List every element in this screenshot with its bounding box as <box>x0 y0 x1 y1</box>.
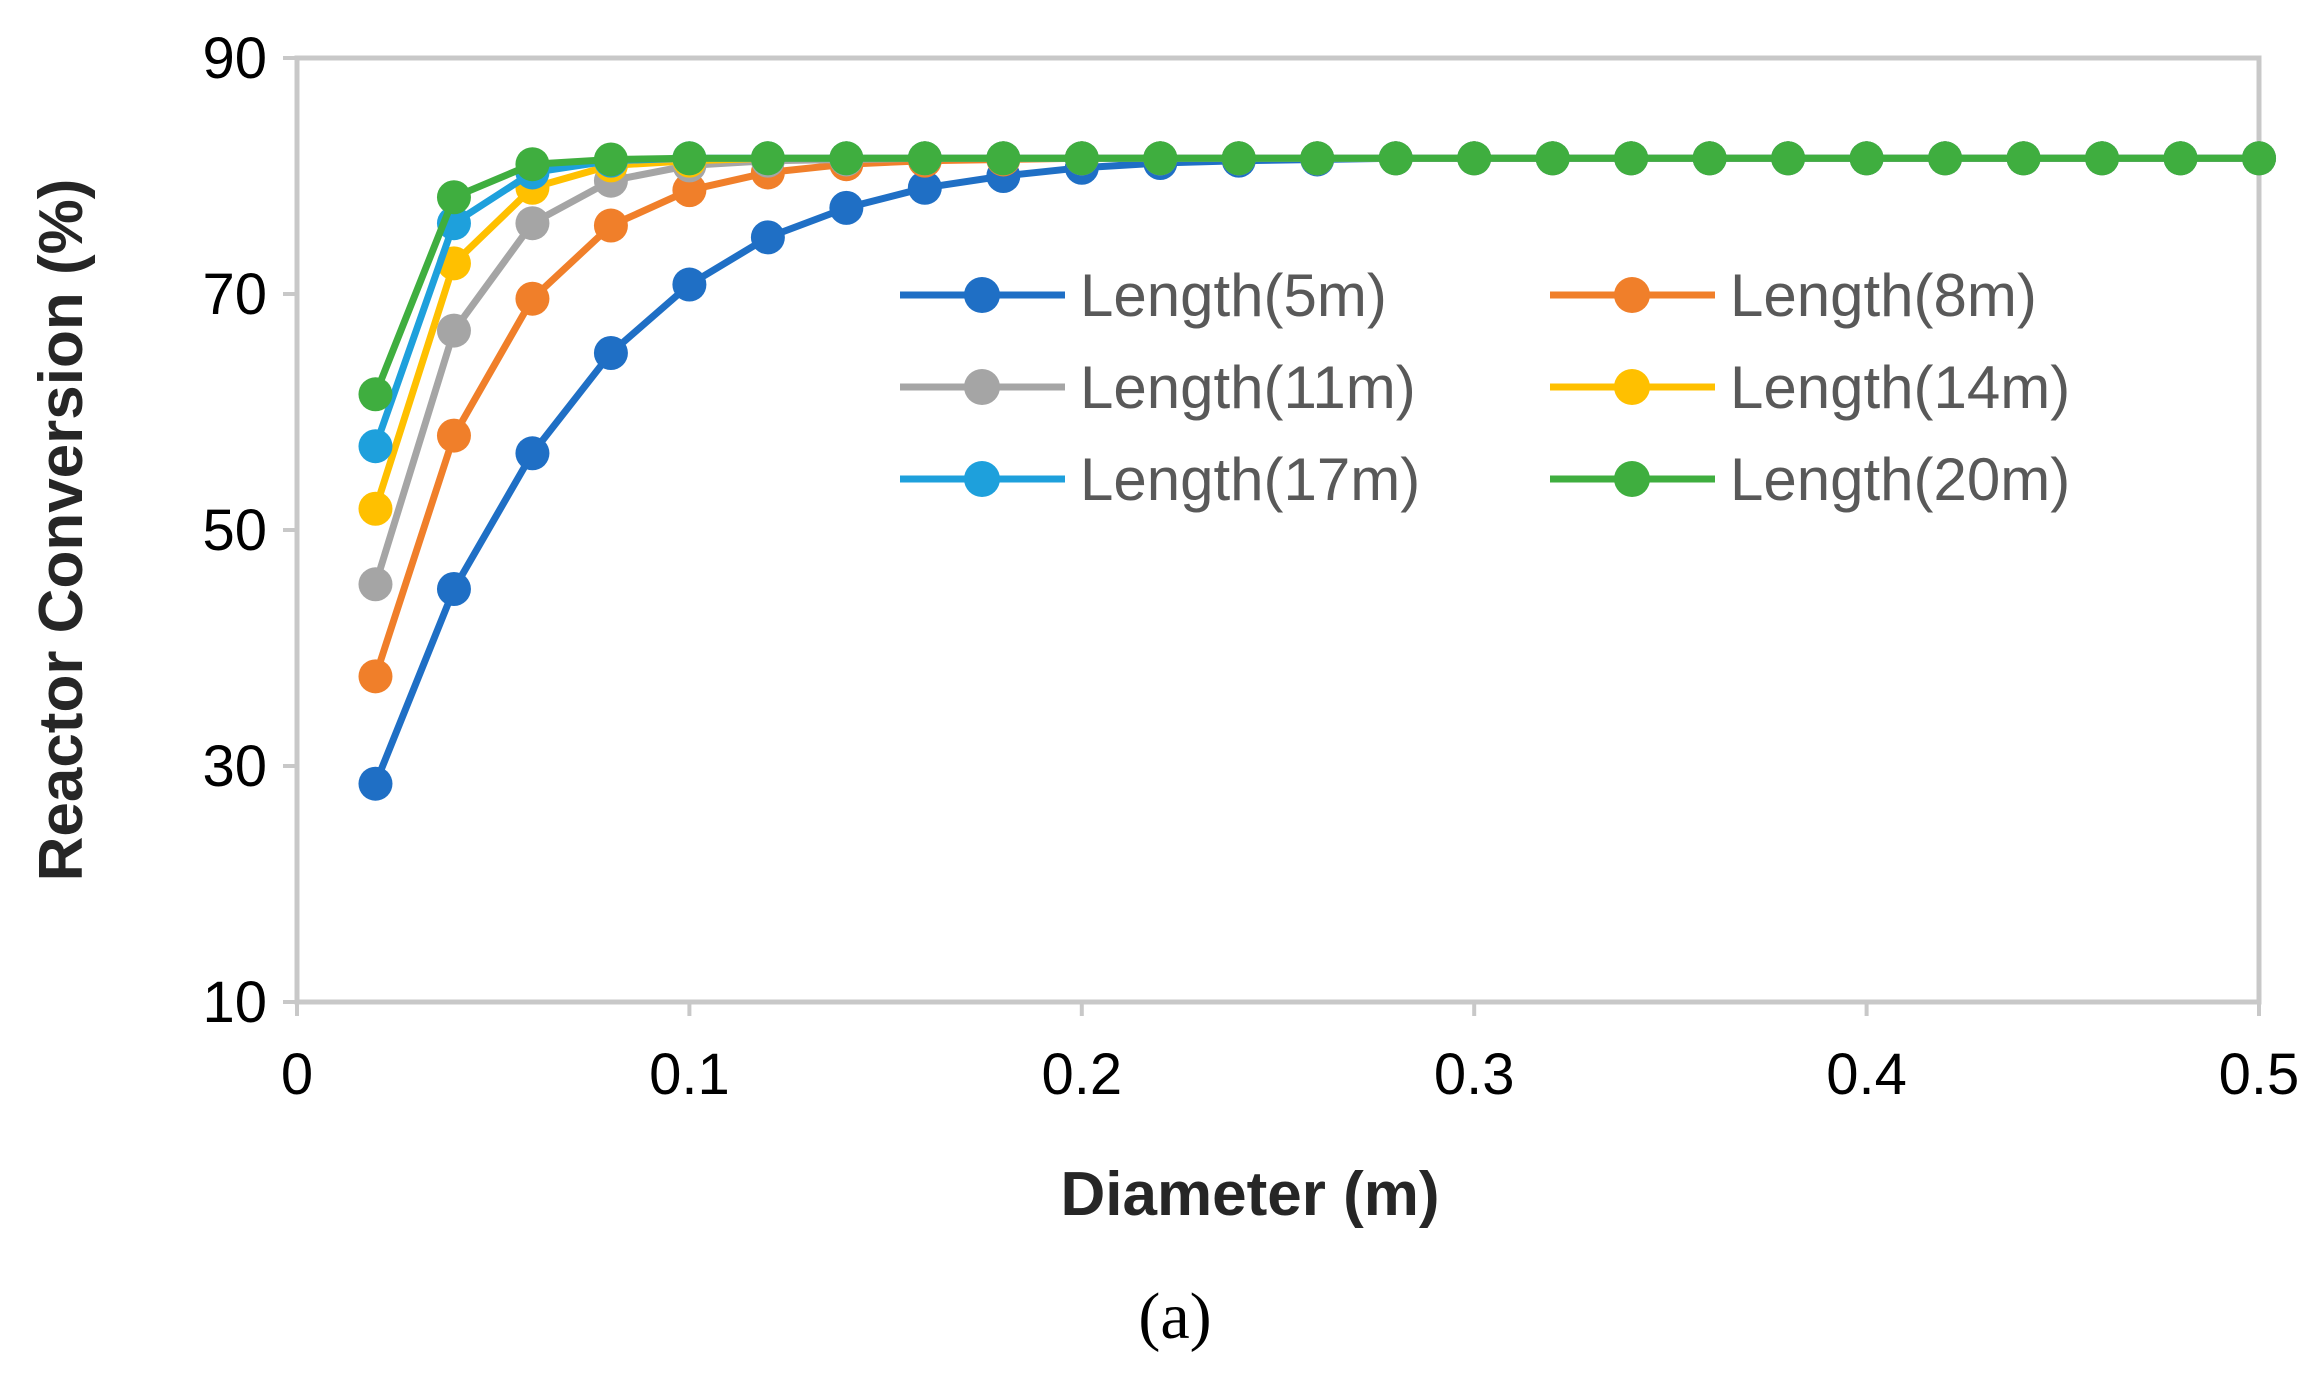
data-point <box>986 141 1021 176</box>
data-point <box>907 170 942 205</box>
data-point <box>1535 141 1570 176</box>
x-tick-label: 0.2 <box>1041 1042 1122 1107</box>
data-point <box>593 208 628 243</box>
legend-item: Length(17m) <box>900 446 1420 513</box>
x-axis-ticks: 0 0.1 0.2 0.3 0.4 0.5 <box>281 1002 2299 1107</box>
y-axis-title: Reactor Conversion (%) <box>27 179 96 882</box>
legend-item: Length(14m) <box>1550 354 2070 421</box>
data-point <box>515 436 550 471</box>
data-point <box>593 336 628 370</box>
data-point <box>672 267 707 302</box>
y-tick-label: 30 <box>202 734 267 799</box>
data-point <box>1300 141 1335 176</box>
x-tick-label: 0.4 <box>1826 1042 1907 1107</box>
data-point <box>358 766 393 801</box>
data-point <box>515 206 550 241</box>
data-point <box>436 572 471 606</box>
legend-label: Length(5m) <box>1080 262 1387 329</box>
y-tick-label: 90 <box>202 26 267 91</box>
plot-frame <box>294 55 2262 1005</box>
data-point <box>1614 141 1649 176</box>
series-layer <box>358 141 2276 801</box>
y-tick-label: 10 <box>202 970 267 1035</box>
data-point <box>1849 141 1884 176</box>
data-point <box>829 190 864 225</box>
y-axis-ticks: 10 30 50 70 90 <box>202 26 297 1035</box>
data-point <box>750 141 785 176</box>
series-6 <box>358 141 2276 412</box>
legend-item: Length(20m) <box>1550 446 2070 513</box>
data-point <box>436 180 471 215</box>
data-point <box>358 377 393 412</box>
legend-marker <box>1614 461 1650 497</box>
data-point <box>515 147 550 182</box>
data-point <box>358 429 393 464</box>
data-point <box>2242 141 2276 176</box>
data-point <box>907 141 942 176</box>
y-tick-label: 50 <box>202 498 267 563</box>
x-tick-label: 0.1 <box>649 1042 730 1107</box>
data-point <box>436 313 471 348</box>
legend-label: Length(8m) <box>1730 262 2037 329</box>
data-point <box>358 491 393 526</box>
legend-label: Length(20m) <box>1730 446 2070 513</box>
legend-marker <box>964 461 1000 497</box>
data-point <box>2163 141 2198 176</box>
data-point <box>358 567 393 602</box>
data-point <box>1928 141 1963 176</box>
legend-marker <box>1614 369 1650 405</box>
data-point <box>1378 141 1413 176</box>
legend-item: Length(5m) <box>900 262 1387 329</box>
data-point <box>1771 141 1806 176</box>
data-point <box>593 142 628 177</box>
legend-label: Length(14m) <box>1730 354 2070 421</box>
x-tick-label: 0 <box>281 1042 313 1107</box>
data-point <box>1221 141 1256 176</box>
legend-label: Length(11m) <box>1080 354 1416 421</box>
data-point <box>2085 141 2120 176</box>
x-tick-label: 0.3 <box>1434 1042 1515 1107</box>
data-point <box>1457 141 1492 176</box>
data-point <box>829 141 864 176</box>
panel-label: (a) <box>1138 1280 1211 1353</box>
legend-label: Length(17m) <box>1080 446 1420 513</box>
data-point <box>358 659 393 694</box>
x-axis-title: Diameter (m) <box>1061 1160 1440 1229</box>
x-tick-label: 0.5 <box>2219 1042 2300 1107</box>
data-point <box>1143 141 1178 176</box>
y-tick-label: 70 <box>202 262 267 327</box>
data-point <box>515 281 550 316</box>
data-point <box>672 141 707 176</box>
data-point <box>1064 141 1099 176</box>
legend: Length(5m) Length(8m) Length(11m) Length(14… <box>900 262 2070 513</box>
data-point <box>2006 141 2041 176</box>
legend-item: Length(8m) <box>1550 262 2037 329</box>
legend-marker <box>964 277 1000 313</box>
data-point <box>672 173 707 208</box>
data-point <box>750 220 785 255</box>
data-point <box>436 418 471 453</box>
legend-item: Length(11m) <box>900 354 1416 421</box>
legend-marker <box>1614 277 1650 313</box>
legend-marker <box>964 369 1000 405</box>
data-point <box>1692 141 1727 176</box>
